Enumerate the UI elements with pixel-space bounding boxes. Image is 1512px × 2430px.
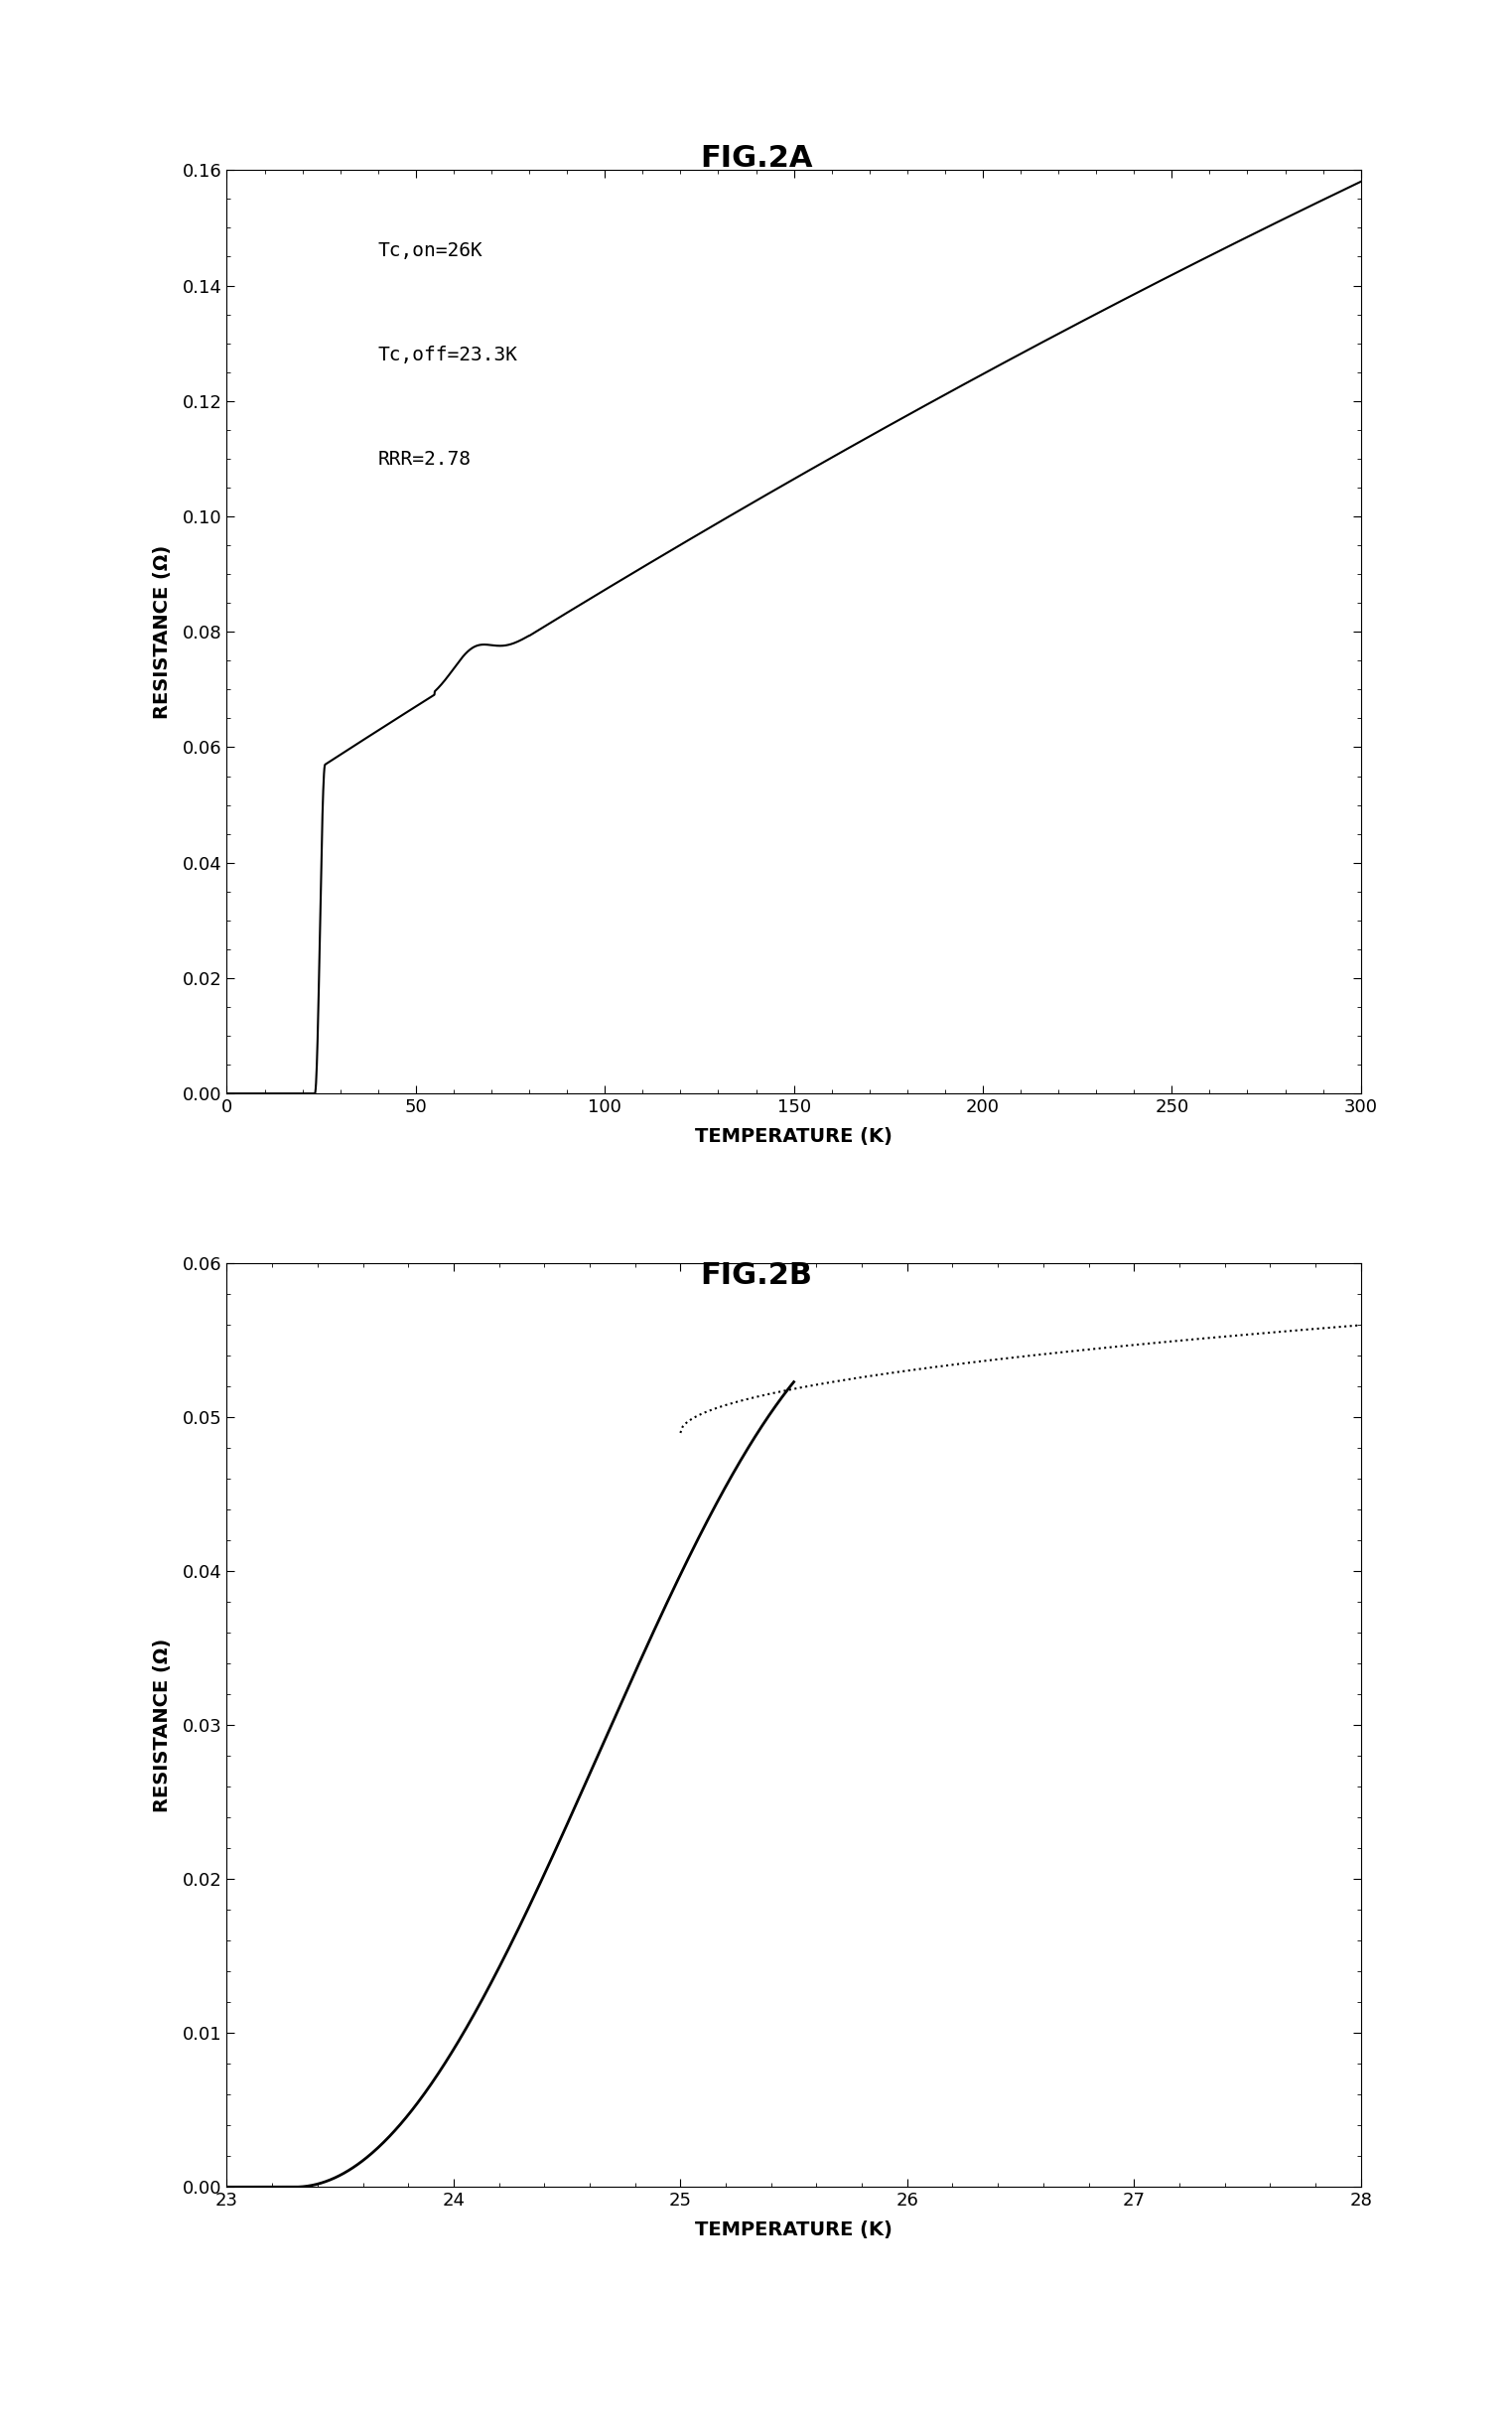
Text: FIG.2B: FIG.2B [700, 1261, 812, 1290]
Text: FIG.2A: FIG.2A [700, 143, 812, 173]
X-axis label: TEMPERATURE (K): TEMPERATURE (K) [696, 2221, 892, 2240]
Y-axis label: RESISTANCE (Ω): RESISTANCE (Ω) [153, 544, 171, 719]
Text: Tc,on=26K: Tc,on=26K [378, 241, 482, 260]
Y-axis label: RESISTANCE (Ω): RESISTANCE (Ω) [153, 1638, 171, 1813]
X-axis label: TEMPERATURE (K): TEMPERATURE (K) [696, 1128, 892, 1147]
Text: RRR=2.78: RRR=2.78 [378, 450, 472, 469]
Text: Tc,off=23.3K: Tc,off=23.3K [378, 345, 519, 364]
